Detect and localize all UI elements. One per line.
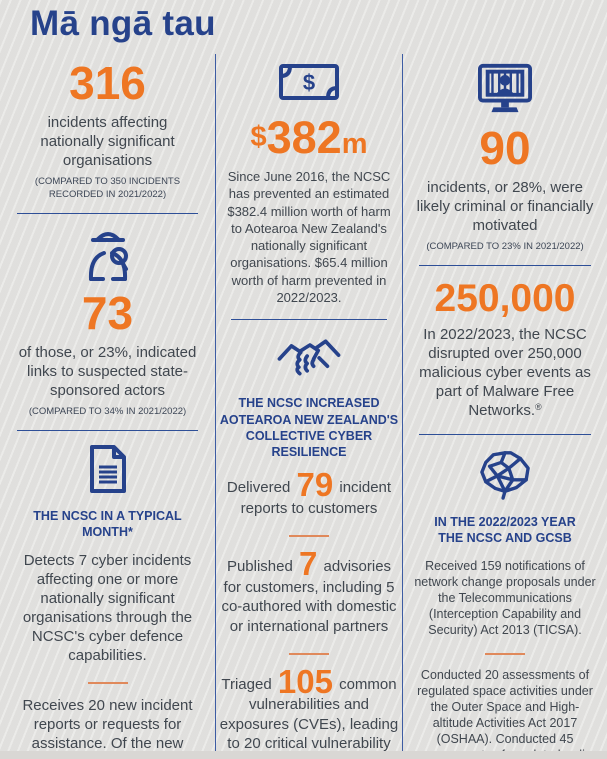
divider xyxy=(230,319,388,321)
stat-382m-value: $382m xyxy=(250,112,368,163)
divider xyxy=(17,429,198,431)
typical-month-para2: Receives 20 new incident reports or requ… xyxy=(22,696,193,759)
stat-90-compare: (COMPARED TO 23% IN 2021/2022) xyxy=(426,241,584,253)
stat-250000-desc: In 2022/2023, the NCSC disrupted over 25… xyxy=(419,325,591,420)
spy-icon xyxy=(81,227,135,288)
divider-orange xyxy=(289,653,329,656)
gcsb-heading: IN THE 2022/2023 YEAR THE NCSC AND GCSB xyxy=(434,515,576,546)
stat-316-value: 316 xyxy=(69,57,146,109)
column-criminal-gcsb: 90 incidents, or 28%, were likely crimin… xyxy=(403,54,607,759)
divider-orange xyxy=(289,535,329,538)
stat-73-desc: of those, or 23%, indicated links to sus… xyxy=(18,343,197,399)
stat-250000-value: 250,000 xyxy=(434,276,576,320)
resilience-heading: THE NCSC INCREASED AOTEAROA NEW ZEALAND'… xyxy=(219,396,399,459)
column-incidents: 316 incidents affecting nationally signi… xyxy=(0,54,215,759)
stats-columns: 316 incidents affecting nationally signi… xyxy=(0,54,607,759)
divider xyxy=(17,212,198,214)
stat-7-value: 7 xyxy=(299,545,318,583)
brain-icon xyxy=(476,448,534,505)
gcsb-para2: Conducted 20 assessments of regulated sp… xyxy=(417,667,593,759)
typical-month-para1: Detects 7 cyber incidents affecting one … xyxy=(22,552,193,665)
divider-orange xyxy=(87,681,128,684)
stat-316-compare: (COMPARED TO 350 INCIDENTS RECORDED IN 2… xyxy=(34,176,181,200)
dollar-glyph: $ xyxy=(303,70,315,95)
stat-79-value: 79 xyxy=(296,466,334,504)
stat-105-value: 105 xyxy=(277,663,333,701)
typical-month-heading: THE NCSC IN A TYPICAL MONTH* xyxy=(33,508,182,539)
stat-73-compare: (COMPARED TO 34% IN 2021/2022) xyxy=(28,405,187,417)
column-resilience: $ $382m Since June 2016, the NCSC has pr… xyxy=(215,54,403,759)
page-title: Mā ngā tau xyxy=(30,4,216,43)
divider-orange xyxy=(485,652,525,655)
criminal-monitor-icon xyxy=(475,62,535,121)
gcsb-para1: Received 159 notifications of network ch… xyxy=(414,558,596,637)
divider xyxy=(419,434,591,436)
page-bottom-edge xyxy=(0,751,607,759)
stat-73-value: 73 xyxy=(81,286,134,339)
banknote-icon: $ xyxy=(278,62,340,107)
stat-90-value: 90 xyxy=(479,122,531,174)
divider xyxy=(419,264,591,266)
handshake-icon xyxy=(275,333,343,386)
stat-90-desc: incidents, or 28%, were likely criminal … xyxy=(416,179,594,235)
resilience-item-triaged: Triaged 105 common vulnerabilities and e… xyxy=(219,663,399,759)
registered-mark: ® xyxy=(535,402,542,413)
stat-382m-desc: Since June 2016, the NCSC has prevented … xyxy=(227,169,391,305)
document-icon xyxy=(85,444,131,499)
resilience-item-published: Published 7 advisories for customers, in… xyxy=(221,545,397,635)
stat-316-desc: incidents affecting nationally significa… xyxy=(40,114,175,170)
resilience-item-delivered: Delivered 79 incident reports to custome… xyxy=(226,466,392,517)
